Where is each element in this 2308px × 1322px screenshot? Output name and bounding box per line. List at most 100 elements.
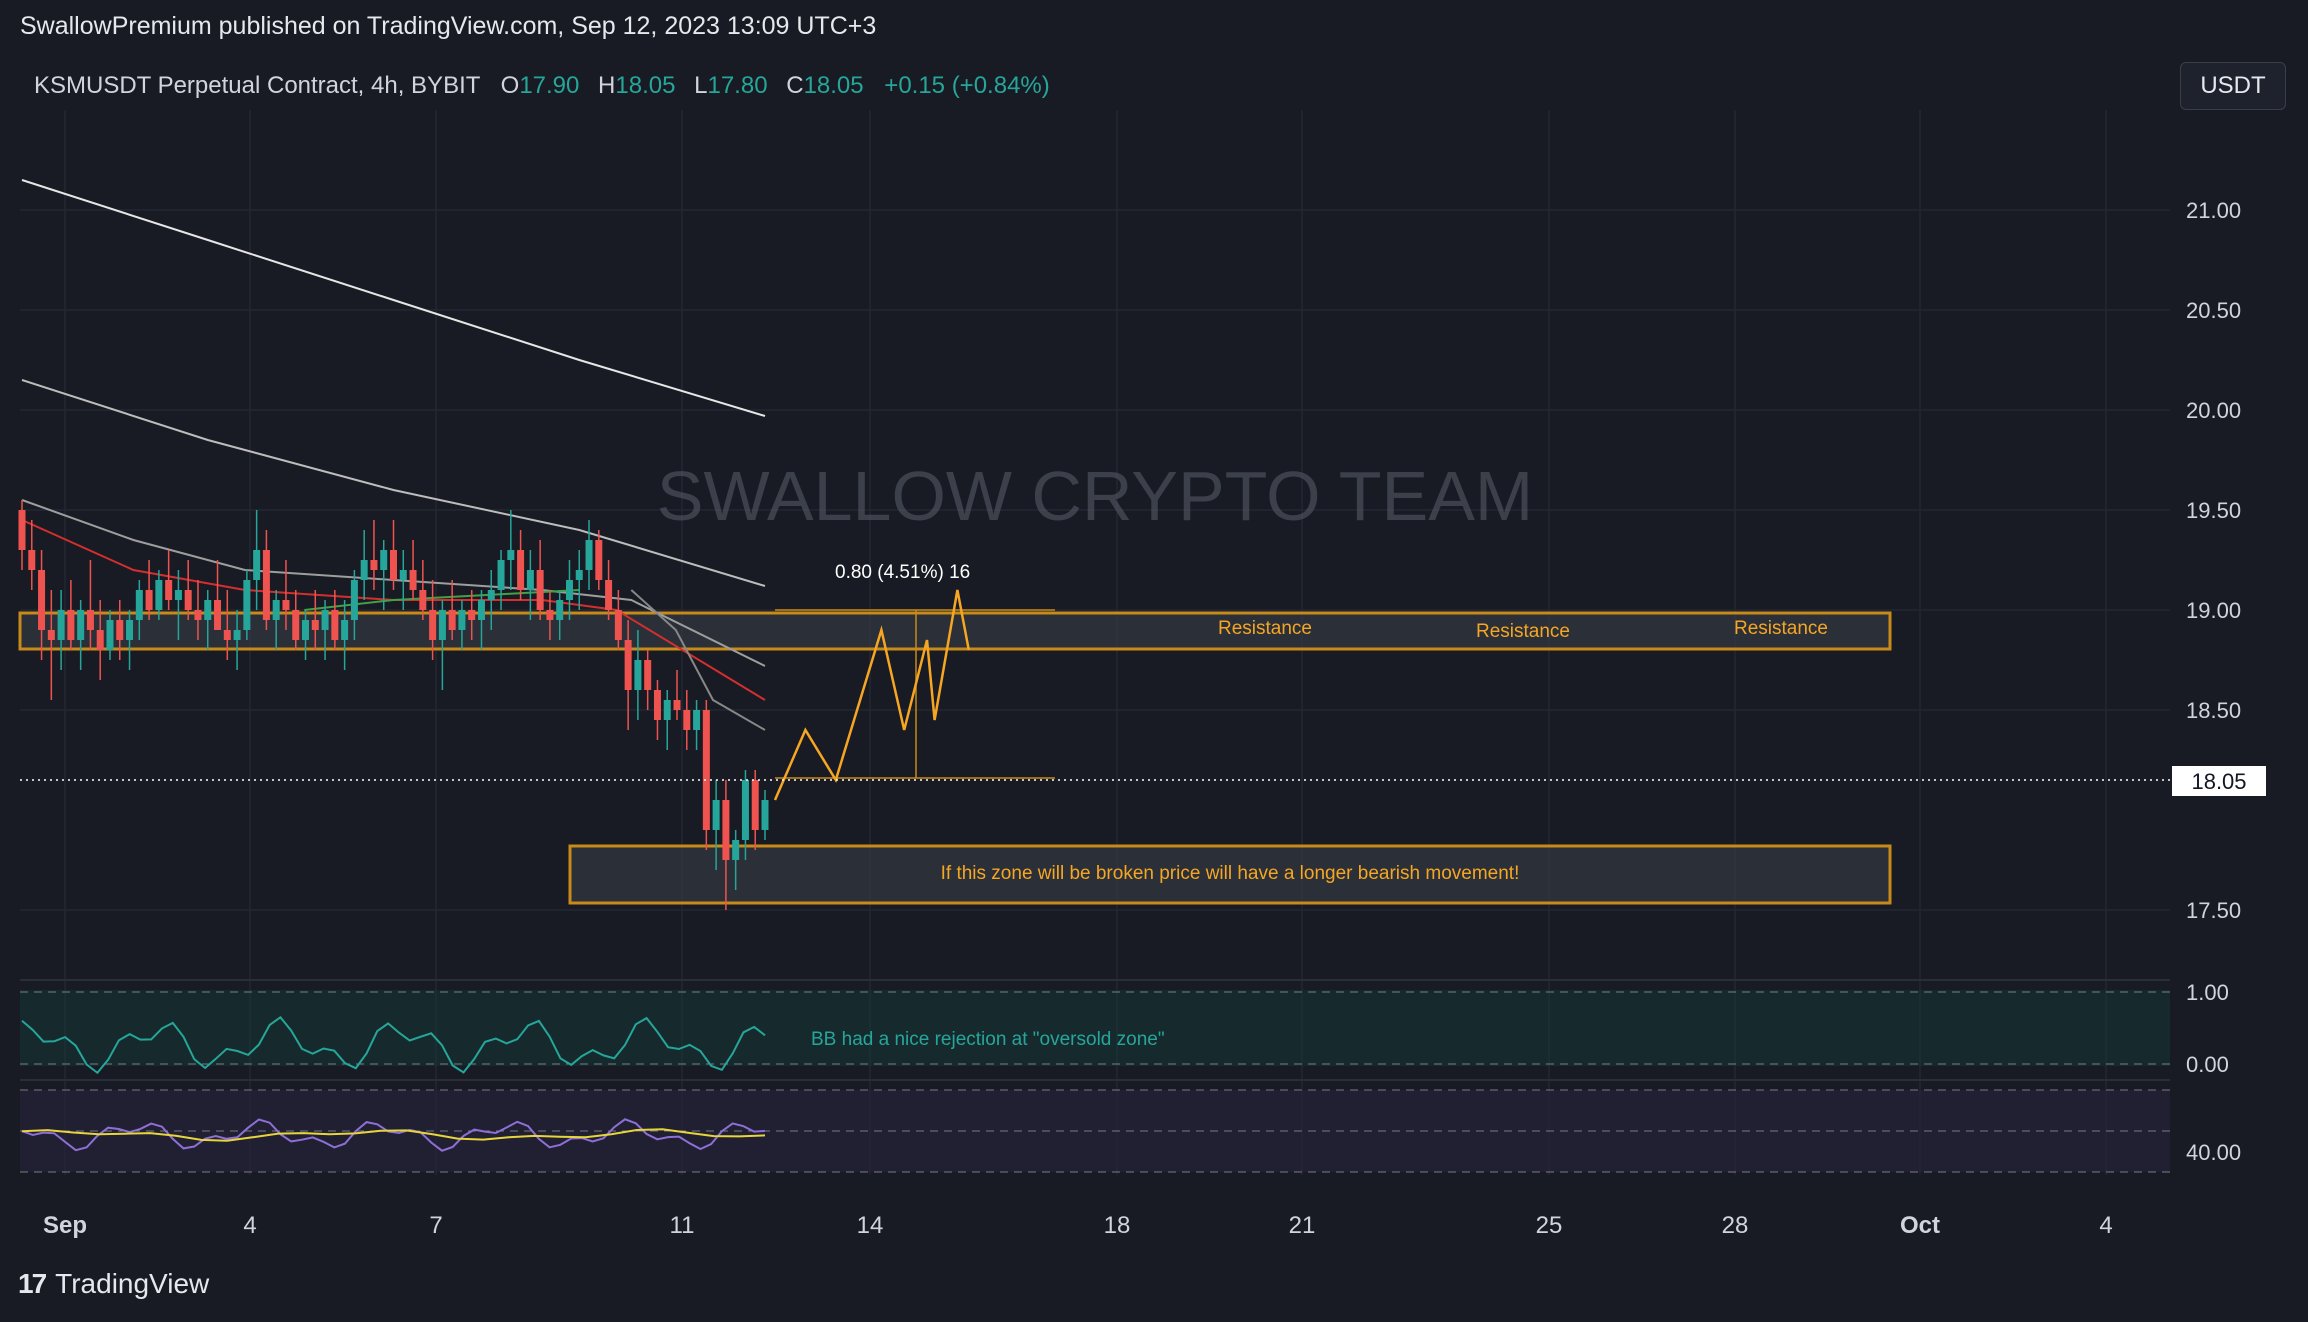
x-tick-2: 7: [429, 1212, 442, 1239]
candle-body-65: [653, 690, 661, 720]
candle-body-35: [360, 560, 368, 580]
rsi-line: [21, 1118, 766, 1152]
candle-body-10: [116, 620, 124, 640]
tradingview-logo-icon: 17: [18, 1268, 47, 1299]
resistance-zone[interactable]: [18, 611, 1892, 651]
y-tick-3: 19.50: [2186, 498, 2241, 523]
footer-brand: 17 TradingView: [18, 1268, 209, 1300]
candle-body-25: [262, 550, 270, 620]
chart-container[interactable]: KSMUSDT Perpetual Contract, 4h, BYBIT O1…: [0, 50, 2308, 1250]
x-tick-7: 25: [1536, 1212, 1563, 1239]
candle-body-44: [448, 610, 456, 630]
candle-body-50: [507, 550, 515, 560]
legend-high-value: 18.05: [615, 72, 675, 99]
x-tick-8: 28: [1722, 1212, 1749, 1239]
candle-body-74: [741, 780, 749, 840]
candle-body-72: [722, 800, 730, 860]
moving-average-4: [630, 589, 766, 731]
candle-body-27: [282, 600, 290, 610]
bb-note: BB had a nice rejection at "oversold zon…: [811, 1029, 1165, 1050]
candle-body-66: [663, 700, 671, 720]
candle-body-53: [536, 570, 544, 610]
candle-body-69: [693, 710, 701, 730]
candle-body-4: [57, 610, 65, 640]
candle-body-20: [214, 600, 222, 630]
candle-body-11: [126, 620, 134, 640]
resistance-label-3: Resistance: [1734, 618, 1828, 639]
rsi-tick-40: 40.00: [2186, 1140, 2241, 1165]
candle-body-38: [390, 550, 397, 580]
candle-body-32: [331, 610, 339, 640]
legend-close-label: C: [786, 72, 803, 99]
legend-low-value: 17.80: [707, 72, 767, 99]
candle-body-0: [18, 510, 26, 550]
legend-line: KSMUSDT Perpetual Contract, 4h, BYBIT O1…: [34, 72, 1050, 99]
y-tick-5: 18.50: [2186, 698, 2241, 723]
candles: [18, 500, 769, 910]
price-chart[interactable]: KSMUSDT Perpetual Contract, 4h, BYBIT O1…: [0, 50, 2308, 1250]
candle-body-51: [517, 550, 525, 590]
candle-body-48: [487, 590, 495, 600]
candle-body-64: [644, 660, 652, 690]
candle-body-9: [106, 620, 114, 650]
candle-body-16: [174, 590, 182, 600]
candle-body-49: [497, 560, 505, 590]
candle-body-41: [419, 590, 427, 610]
candle-body-60: [605, 580, 613, 610]
candle-body-63: [634, 660, 642, 690]
candle-body-67: [673, 700, 681, 710]
published-header: SwallowPremium published on TradingView.…: [20, 12, 877, 40]
legend-open-label: O: [501, 72, 520, 99]
candle-body-22: [233, 630, 241, 640]
candle-body-24: [253, 550, 261, 580]
bb-tick-0: 0.00: [2186, 1052, 2229, 1077]
x-tick-10: 4: [2099, 1212, 2112, 1239]
support-zone[interactable]: [568, 844, 1892, 905]
candle-body-12: [135, 590, 143, 620]
legend-change: +0.15 (+0.84%): [884, 72, 1049, 99]
y-tick-1: 20.50: [2186, 298, 2241, 323]
measure-label: 0.80 (4.51%) 16: [835, 562, 970, 583]
time-axis: Sep 4 7 11 14 18 21 25 28 Oct 4: [43, 1212, 2113, 1239]
candle-body-28: [292, 610, 300, 640]
legend-low-label: L: [694, 72, 707, 99]
x-tick-5: 18: [1104, 1212, 1131, 1239]
candle-body-33: [341, 620, 349, 640]
legend-open-value: 17.90: [519, 72, 579, 99]
candle-body-37: [380, 550, 388, 570]
legend-close-value: 18.05: [804, 72, 864, 99]
watermark: SWALLOW CRYPTO TEAM: [657, 457, 1533, 535]
candle-body-18: [194, 610, 202, 620]
candle-body-34: [350, 580, 358, 620]
x-tick-1: 4: [243, 1212, 256, 1239]
candle-body-70: [702, 710, 710, 830]
candle-body-19: [204, 600, 212, 620]
candle-body-52: [526, 570, 534, 590]
candle-body-14: [155, 580, 163, 610]
candle-body-58: [585, 540, 593, 570]
candle-body-17: [184, 590, 192, 610]
resistance-label-2: Resistance: [1476, 621, 1570, 642]
candle-body-61: [614, 610, 622, 640]
candle-body-56: [565, 580, 573, 600]
bb-percent-line: [21, 1015, 766, 1075]
y-tick-0: 21.00: [2186, 198, 2241, 223]
candle-body-76: [761, 800, 769, 830]
currency-button[interactable]: USDT: [2180, 62, 2286, 110]
candle-body-39: [399, 570, 407, 580]
candle-body-46: [468, 610, 476, 620]
candle-body-47: [477, 600, 485, 620]
y-tick-4: 19.00: [2186, 598, 2241, 623]
candle-body-71: [712, 800, 720, 830]
candle-body-54: [546, 610, 554, 620]
candle-body-68: [683, 710, 691, 730]
candle-body-73: [732, 840, 740, 860]
bb-tick-1: 1.00: [2186, 980, 2229, 1005]
candle-body-3: [47, 630, 55, 640]
candle-body-57: [575, 570, 583, 580]
candle-body-26: [272, 600, 280, 620]
candle-body-43: [438, 610, 446, 640]
moving-average-1: [21, 379, 766, 587]
candle-body-55: [556, 600, 564, 620]
candle-body-7: [86, 610, 94, 630]
